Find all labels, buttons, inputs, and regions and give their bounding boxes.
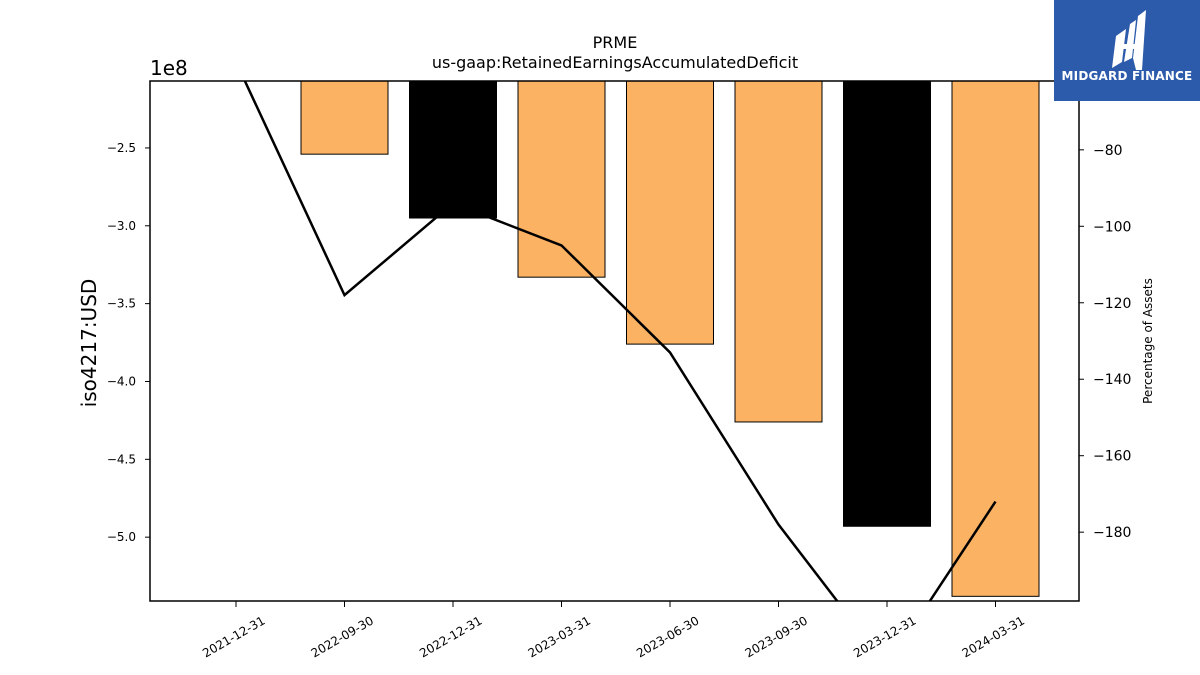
y-tick-label: −4.0 [107, 374, 136, 388]
midgard-finance-logo: MIDGARD FINANCE [1054, 0, 1200, 101]
line-layer [243, 81, 997, 601]
line-percentage-of-assets [243, 81, 997, 601]
y2-tick-label: −160 [1093, 449, 1131, 465]
bar-2023-03-31 [517, 81, 606, 278]
y-offset-label: 1e8 [150, 56, 188, 80]
chart-title: PRME [593, 33, 638, 52]
x-tick-label: 2024-03-31 [960, 613, 1027, 660]
bar-2023-09-30 [734, 81, 823, 423]
bar-2024-03-31 [951, 81, 1040, 597]
bar-2022-09-30 [300, 81, 389, 155]
x-tick-label: 2023-06-30 [634, 613, 701, 660]
x-tick-label: 2023-03-31 [526, 613, 593, 660]
y-tick-label: −3.0 [107, 219, 136, 233]
x-tick-label: 2021-12-31 [200, 613, 267, 660]
y-tick-label: −2.5 [107, 141, 136, 155]
y2-tick-label: −180 [1093, 525, 1131, 541]
y-tick-label: −5.0 [107, 530, 136, 544]
bars-layer [300, 81, 1040, 597]
y2-tick-label: −140 [1093, 372, 1131, 388]
y-tick-label: −4.5 [107, 452, 136, 466]
y-tick-label: −3.5 [107, 297, 136, 311]
y2-axis-label: Percentage of Assets [1141, 278, 1155, 404]
y2-tick-label: −100 [1093, 219, 1131, 235]
bar-2023-06-30 [626, 81, 714, 345]
y-axis-label: iso4217:USD [77, 279, 101, 408]
bar-2022-12-31 [409, 81, 497, 219]
x-tick-label: 2023-12-31 [851, 613, 918, 660]
y2-tick-label: −80 [1093, 143, 1123, 159]
midgard-logo-icon [1112, 10, 1146, 70]
x-tick-label: 2022-12-31 [417, 613, 484, 660]
chart-subtitle: us-gaap:RetainedEarningsAccumulatedDefic… [432, 53, 798, 72]
plot-frame [149, 80, 1080, 602]
x-tick-label: 2023-09-30 [743, 613, 810, 660]
logo-text: MIDGARD FINANCE [1061, 69, 1193, 83]
x-tick-label: 2022-09-30 [309, 613, 376, 660]
bar-2023-12-31 [843, 81, 931, 527]
y2-tick-label: −120 [1093, 296, 1131, 312]
